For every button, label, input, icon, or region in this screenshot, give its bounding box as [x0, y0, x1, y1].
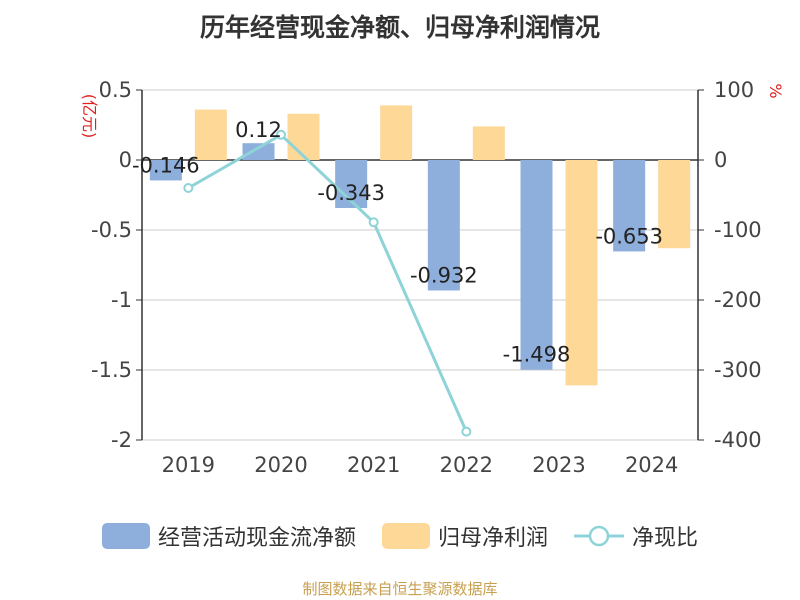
- y-left-tick-label: -1.5: [91, 358, 132, 382]
- data-label-cashflow: -0.343: [317, 181, 385, 205]
- x-tick-label: 2020: [254, 453, 307, 477]
- chart-plot: 0.5 0 -0.5 -1 -1.5 -2 100 0 -100 -200 -300 -400 (亿元)…: [80, 78, 785, 477]
- x-tick-label: 2023: [532, 453, 585, 477]
- legend-item-ratio[interactable]: 净现比: [574, 520, 698, 552]
- data-label-cashflow: -0.653: [595, 224, 663, 248]
- y-right-tick-label: -200: [714, 288, 762, 312]
- legend-label-cashflow: 经营活动现金流净额: [157, 526, 356, 551]
- bar-profit: [287, 113, 320, 160]
- data-label-cashflow: 0.12: [235, 118, 282, 142]
- legend-item-profit[interactable]: 归母净利润: [381, 520, 548, 552]
- legend-label-profit: 归母净利润: [437, 526, 548, 551]
- data-source-note: 制图数据来自恒生聚源数据库: [302, 580, 498, 598]
- line-ratio-point: [183, 183, 194, 193]
- line-ratio-point: [461, 426, 472, 437]
- y-right-tick-label: 0: [714, 148, 727, 172]
- legend-swatch-ratio: [574, 525, 624, 547]
- x-tick-label: 2022: [440, 453, 493, 477]
- data-label-cashflow: -0.932: [410, 263, 478, 287]
- bar-profit: [658, 160, 691, 249]
- y-left-tick-label: -1: [111, 288, 132, 312]
- bar-cashflow: [520, 160, 553, 370]
- bar-profit: [565, 160, 598, 386]
- line-ratio-point: [276, 129, 286, 140]
- legend-item-cashflow[interactable]: 经营活动现金流净额: [101, 520, 356, 552]
- y-right-tick-label: -400: [714, 428, 762, 452]
- x-tick-label: 2024: [625, 453, 678, 477]
- bar-profit: [380, 105, 413, 160]
- x-tick-label: 2019: [162, 453, 215, 477]
- data-label-cashflow: -1.498: [503, 343, 571, 367]
- y-left-tick-label: -2: [111, 428, 132, 452]
- data-label-cashflow: -0.146: [132, 153, 200, 177]
- y-left-axis-label: (亿元): [80, 94, 99, 139]
- legend-swatch-cashflow: [101, 523, 150, 549]
- bar-cashflow: [427, 160, 460, 291]
- y-right-tick-label: -300: [714, 358, 762, 382]
- x-tick-label: 2021: [347, 453, 400, 477]
- y-left-tick-label: -0.5: [91, 218, 132, 242]
- bar-cashflow: [149, 160, 182, 181]
- legend-swatch-profit: [381, 523, 430, 549]
- y-left-tick-label: 0: [119, 148, 132, 172]
- bar-cashflow: [613, 160, 646, 252]
- bar-cashflow: [242, 143, 275, 160]
- y-right-tick-label: 100: [714, 78, 754, 102]
- y-left-tick-label: 0.5: [99, 78, 132, 102]
- y-right-tick-label: -100: [714, 218, 762, 242]
- chart-legend: 经营活动现金流净额 归母净利润 净现比: [0, 516, 800, 556]
- line-ratio-point: [368, 217, 379, 228]
- legend-label-ratio: 净现比: [632, 526, 699, 551]
- bar-profit: [194, 109, 227, 160]
- line-ratio: [187, 132, 468, 433]
- bar-profit: [472, 126, 505, 160]
- y-right-axis-label: %: [766, 83, 785, 98]
- chart-title: 历年经营现金净额、归母净利润情况: [199, 13, 600, 42]
